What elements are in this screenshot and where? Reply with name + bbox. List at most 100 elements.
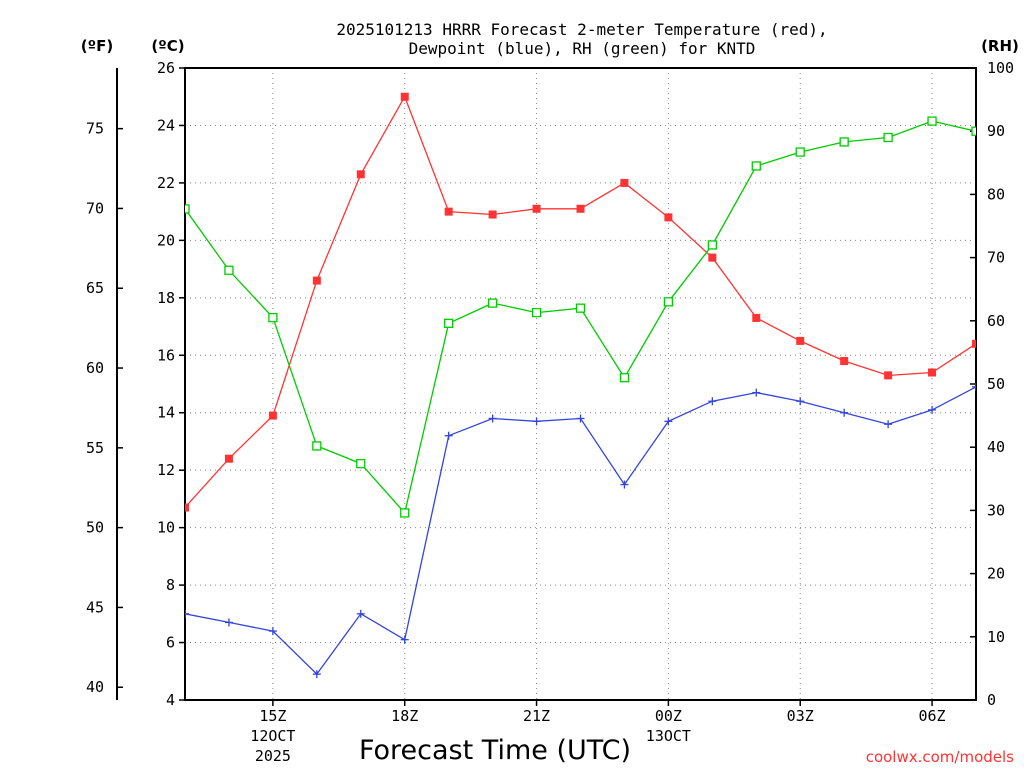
celsius-axis: 4 6 8 10 12 14 16 18 20 22 24 26: [157, 59, 185, 709]
celsius-tick-label: 10: [157, 519, 175, 537]
data-point-dewpoint: [972, 382, 976, 391]
time-tick-label: 03Z: [787, 707, 814, 725]
time-tick-label: 18Z: [391, 707, 418, 725]
grid: [185, 68, 976, 700]
data-point-temperature: [224, 454, 233, 463]
series-line-dewpoint: [185, 386, 976, 676]
data-point-rh: [663, 297, 674, 307]
data-point-rh: [927, 116, 937, 126]
celsius-tick-label: 16: [157, 346, 175, 364]
data-point-rh: [839, 137, 849, 147]
plot-frame: [184, 67, 977, 701]
data-point-temperature: [312, 276, 321, 285]
rh-tick-label: 10: [987, 628, 1005, 646]
data-point-dewpoint: [928, 405, 937, 414]
data-point-dewpoint: [796, 397, 805, 406]
celsius-tick-label: 24: [157, 116, 175, 134]
rh-axis: 0 10 20 30 40 50 60 70 80 90 100: [970, 59, 1014, 709]
time-tick-date: 12OCT: [250, 727, 295, 745]
celsius-tick-label: 26: [157, 59, 175, 77]
celsius-tick-label: 18: [157, 289, 175, 307]
data-point-temperature: [444, 207, 453, 216]
fahrenheit-tick-label: 65: [86, 279, 104, 297]
data-point-dewpoint: [488, 414, 497, 423]
series-layer: [185, 92, 976, 679]
data-point-rh: [268, 312, 278, 323]
data-point-rh: [795, 147, 805, 157]
time-tick-label: 00Z: [655, 707, 682, 725]
data-point-temperature: [884, 371, 893, 380]
rh-tick-label: 70: [987, 249, 1005, 267]
data-point-rh: [224, 265, 234, 275]
time-tick-label: 21Z: [523, 707, 550, 725]
data-point-rh: [971, 126, 976, 136]
rh-unit-label: (RH): [981, 37, 1019, 55]
rh-tick-label: 100: [987, 59, 1014, 77]
data-point-temperature: [268, 411, 277, 420]
data-point-rh: [312, 441, 322, 451]
fahrenheit-tick-label: 55: [86, 439, 104, 457]
data-point-rh: [575, 303, 586, 313]
data-point-temperature: [400, 92, 409, 101]
chart-title-line2: Dewpoint (blue), RH (green) for KNTD: [409, 39, 756, 58]
rh-tick-label: 80: [987, 185, 1005, 203]
fahrenheit-tick-label: 50: [86, 519, 104, 537]
data-point-temperature: [664, 213, 673, 222]
series-line-rh: [185, 120, 976, 515]
data-point-temperature: [185, 503, 189, 512]
data-point-rh: [619, 373, 630, 383]
series-rh: [185, 116, 976, 518]
data-point-rh: [444, 318, 454, 328]
rh-tick-label: 40: [987, 438, 1005, 456]
fahrenheit-tick-label: 40: [86, 678, 104, 696]
celsius-tick-label: 14: [157, 404, 175, 422]
data-point-dewpoint: [752, 388, 761, 397]
data-point-dewpoint: [532, 417, 541, 426]
time-tick-date: 13OCT: [646, 727, 691, 745]
celsius-tick-label: 12: [157, 461, 175, 479]
celsius-tick-label: 8: [166, 576, 175, 594]
data-point-dewpoint: [444, 431, 453, 440]
data-point-dewpoint: [884, 420, 893, 429]
data-point-rh: [356, 458, 366, 469]
data-point-temperature: [620, 178, 629, 187]
series-temperature: [185, 92, 976, 512]
data-point-temperature: [796, 336, 805, 345]
rh-tick-label: 50: [987, 375, 1005, 393]
credit-text: coolwx.com/models: [866, 748, 1014, 766]
data-point-dewpoint: [400, 635, 409, 644]
rh-tick-label: 20: [987, 565, 1005, 583]
data-point-temperature: [708, 253, 717, 262]
data-point-dewpoint: [356, 609, 365, 618]
x-axis-label: Forecast Time (UTC): [359, 735, 631, 766]
data-point-rh: [531, 307, 542, 318]
data-point-dewpoint: [840, 408, 849, 417]
series-dewpoint: [185, 382, 976, 679]
data-point-rh: [185, 204, 190, 214]
rh-tick-label: 60: [987, 312, 1005, 330]
data-point-dewpoint: [224, 618, 233, 627]
rh-tick-label: 0: [987, 691, 996, 709]
celsius-unit-label: (ºC): [151, 37, 184, 55]
celsius-tick-label: 6: [166, 634, 175, 652]
time-tick-year: 2025: [255, 747, 291, 765]
data-point-temperature: [928, 368, 937, 377]
celsius-tick-label: 20: [157, 231, 175, 249]
data-point-dewpoint: [312, 670, 321, 679]
data-point-dewpoint: [576, 414, 585, 423]
data-point-temperature: [488, 210, 497, 219]
series-line-temperature: [185, 95, 976, 508]
fahrenheit-unit-label: (ºF): [81, 37, 113, 55]
data-point-dewpoint: [708, 397, 717, 406]
celsius-tick-label: 4: [166, 691, 175, 709]
data-point-rh: [751, 161, 761, 171]
fahrenheit-tick-label: 70: [86, 199, 104, 217]
data-point-temperature: [532, 204, 541, 213]
data-point-rh: [400, 508, 410, 518]
data-point-dewpoint: [620, 480, 629, 489]
fahrenheit-tick-label: 75: [86, 120, 104, 138]
time-tick-label: 06Z: [919, 707, 946, 725]
rh-tick-label: 90: [987, 122, 1005, 140]
data-point-dewpoint: [664, 417, 673, 426]
